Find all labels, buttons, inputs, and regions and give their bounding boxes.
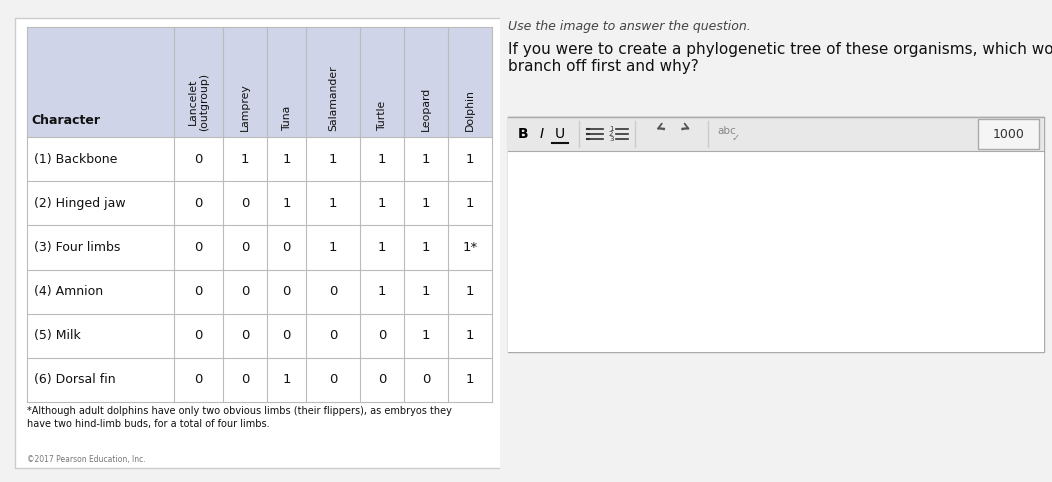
Text: have two hind-limb buds, for a total of four limbs.: have two hind-limb buds, for a total of … <box>27 419 270 429</box>
Text: *Although adult dolphins have only two obvious limbs (their flippers), as embryo: *Although adult dolphins have only two o… <box>27 406 452 416</box>
Text: 1: 1 <box>422 285 430 298</box>
Text: 0: 0 <box>329 329 338 342</box>
Text: 1: 1 <box>422 241 430 254</box>
Text: 0: 0 <box>195 153 203 166</box>
Text: (6) Dorsal fin: (6) Dorsal fin <box>34 374 116 387</box>
FancyBboxPatch shape <box>27 27 492 137</box>
Text: 0: 0 <box>378 329 386 342</box>
Text: 1: 1 <box>422 197 430 210</box>
Text: 1: 1 <box>378 241 386 254</box>
Text: (3) Four limbs: (3) Four limbs <box>34 241 120 254</box>
Text: 0: 0 <box>195 241 203 254</box>
Text: 0: 0 <box>378 374 386 387</box>
Text: 0: 0 <box>195 329 203 342</box>
Text: 0: 0 <box>283 241 291 254</box>
Text: Leopard: Leopard <box>421 87 431 131</box>
Text: 1: 1 <box>466 153 474 166</box>
Text: (2) Hinged jaw: (2) Hinged jaw <box>34 197 125 210</box>
Text: 0: 0 <box>195 285 203 298</box>
Text: 0: 0 <box>329 374 338 387</box>
FancyBboxPatch shape <box>15 18 501 468</box>
Text: 0: 0 <box>195 197 203 210</box>
Text: 0: 0 <box>241 241 249 254</box>
Text: 2: 2 <box>609 131 613 137</box>
Text: 1: 1 <box>283 153 291 166</box>
Text: 0: 0 <box>283 285 291 298</box>
Text: ✓: ✓ <box>731 133 740 143</box>
Text: 1: 1 <box>466 197 474 210</box>
Text: 1: 1 <box>609 126 613 132</box>
Text: 1: 1 <box>329 153 338 166</box>
Text: 1: 1 <box>422 153 430 166</box>
Text: 0: 0 <box>195 374 203 387</box>
Text: (1) Backbone: (1) Backbone <box>34 153 117 166</box>
Text: 1*: 1* <box>463 241 478 254</box>
Text: Salamander: Salamander <box>328 66 339 131</box>
Text: 0: 0 <box>241 285 249 298</box>
Text: 1: 1 <box>466 285 474 298</box>
Text: Turtle: Turtle <box>378 101 387 131</box>
Text: ©2017 Pearson Education, Inc.: ©2017 Pearson Education, Inc. <box>27 455 146 464</box>
Text: U: U <box>555 127 565 141</box>
Text: 1: 1 <box>422 329 430 342</box>
Text: 1: 1 <box>329 241 338 254</box>
Text: Lamprey: Lamprey <box>240 83 250 131</box>
FancyBboxPatch shape <box>508 151 1044 352</box>
Text: 0: 0 <box>241 197 249 210</box>
Text: I: I <box>540 127 544 141</box>
Text: 1: 1 <box>241 153 249 166</box>
Text: Character: Character <box>32 114 101 127</box>
FancyBboxPatch shape <box>508 117 1044 151</box>
Text: 0: 0 <box>422 374 430 387</box>
Text: 3: 3 <box>609 136 613 142</box>
Text: 1: 1 <box>466 374 474 387</box>
Text: 1: 1 <box>329 197 338 210</box>
Text: Tuna: Tuna <box>282 106 291 131</box>
Text: 1: 1 <box>283 197 291 210</box>
Text: 1000: 1000 <box>993 128 1025 140</box>
Text: 0: 0 <box>329 285 338 298</box>
Text: 1: 1 <box>378 285 386 298</box>
Text: Dolphin: Dolphin <box>465 89 476 131</box>
Text: 0: 0 <box>241 329 249 342</box>
Text: 0: 0 <box>241 374 249 387</box>
FancyBboxPatch shape <box>508 117 1044 352</box>
Text: (4) Amnion: (4) Amnion <box>34 285 103 298</box>
Text: Lancelet
(outgroup): Lancelet (outgroup) <box>188 73 209 131</box>
Text: If you were to create a phylogenetic tree of these organisms, which would
branch: If you were to create a phylogenetic tre… <box>508 42 1052 74</box>
Text: 1: 1 <box>378 197 386 210</box>
Text: abc: abc <box>717 126 736 136</box>
Text: Use the image to answer the question.: Use the image to answer the question. <box>508 20 751 33</box>
Text: (5) Milk: (5) Milk <box>34 329 80 342</box>
Text: 0: 0 <box>283 329 291 342</box>
Text: 1: 1 <box>466 329 474 342</box>
Text: 1: 1 <box>378 153 386 166</box>
Text: B: B <box>518 127 528 141</box>
Text: 1: 1 <box>283 374 291 387</box>
FancyBboxPatch shape <box>978 119 1039 149</box>
